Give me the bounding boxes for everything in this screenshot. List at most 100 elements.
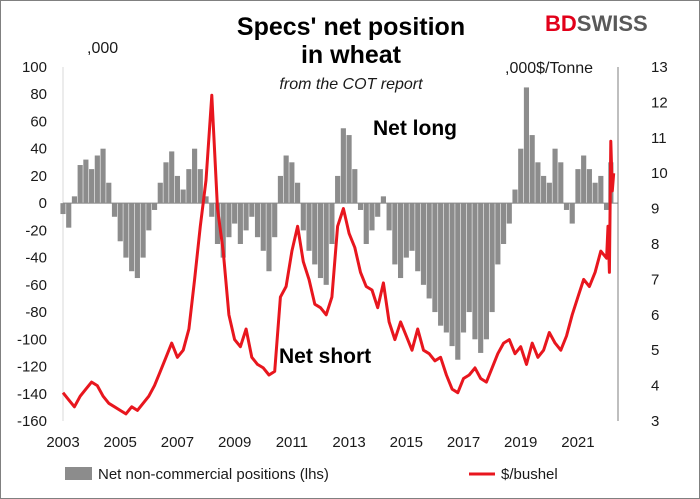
- bar: [317, 203, 324, 279]
- bar: [449, 203, 455, 347]
- bar-series: [60, 87, 614, 360]
- bar: [94, 155, 100, 204]
- right-tick-label: 12: [651, 94, 668, 111]
- logo-swiss-text: SWISS: [577, 11, 648, 36]
- bar: [220, 203, 226, 258]
- bar: [329, 203, 335, 244]
- right-tick-label: 6: [651, 307, 659, 324]
- bar: [426, 203, 432, 299]
- bar: [266, 203, 272, 272]
- bar: [415, 203, 421, 272]
- left-tick-label: 60: [30, 113, 47, 130]
- bar: [209, 203, 215, 217]
- annotation-net-short: Net short: [279, 345, 371, 368]
- bar: [197, 169, 203, 204]
- bar: [569, 203, 575, 224]
- bar: [495, 203, 501, 265]
- bar: [260, 203, 266, 251]
- left-tick-label: -80: [25, 304, 47, 321]
- legend-bars-label: Net non-commercial positions (lhs): [98, 466, 329, 483]
- bar: [523, 87, 530, 204]
- bar: [283, 155, 289, 204]
- left-tick-label: -160: [17, 413, 47, 430]
- bar: [180, 189, 186, 204]
- right-tick-label: 4: [651, 378, 659, 395]
- bar: [134, 203, 140, 279]
- left-tick-label: 100: [22, 59, 47, 76]
- bar: [598, 175, 604, 204]
- bar: [203, 196, 209, 204]
- bdswiss-logo: BDSWISS: [545, 11, 648, 36]
- x-tick-label: 2021: [561, 434, 594, 451]
- bar: [312, 203, 318, 265]
- tick-labels: 100 80 60 40 20 0 -20 -40 -60 -80 -100 -120 -140 -160…: [17, 59, 668, 451]
- bar: [306, 203, 312, 251]
- bar: [363, 203, 369, 244]
- bar: [575, 169, 581, 204]
- bar: [409, 203, 415, 251]
- x-tick-label: 2011: [276, 434, 308, 451]
- bar: [192, 148, 198, 204]
- left-tick-label: 20: [30, 168, 47, 185]
- bar: [346, 135, 352, 204]
- bar: [151, 203, 158, 210]
- bar: [455, 203, 461, 360]
- x-tick-label: 2003: [46, 434, 79, 451]
- legend-bars-swatch: [65, 467, 92, 480]
- annotation-net-long: Net long: [373, 117, 457, 140]
- bar: [500, 203, 507, 244]
- bar: [335, 175, 341, 204]
- bar: [506, 203, 512, 224]
- bar: [438, 203, 444, 326]
- x-tick-label: 2017: [447, 434, 480, 451]
- bar: [232, 203, 238, 224]
- bar: [323, 203, 329, 285]
- left-axis-unit: ,000: [87, 40, 118, 57]
- left-tick-label: -40: [25, 250, 47, 267]
- bar: [443, 203, 449, 333]
- right-tick-label: 13: [651, 59, 668, 76]
- chart-title-line1: Specs' net position: [237, 13, 465, 41]
- x-tick-label: 2007: [161, 434, 194, 451]
- right-tick-label: 9: [651, 201, 659, 218]
- bar: [277, 175, 283, 204]
- bar: [106, 182, 112, 204]
- left-tick-label: 80: [30, 86, 47, 103]
- svg-text:BDSWISS: BDSWISS: [545, 11, 648, 36]
- bar: [83, 159, 89, 204]
- bar: [386, 203, 392, 231]
- bar: [398, 203, 404, 279]
- bar: [300, 203, 306, 231]
- bar: [295, 182, 301, 204]
- left-tick-label: -60: [25, 277, 47, 294]
- bar: [66, 203, 72, 228]
- left-tick-label: -100: [17, 331, 47, 348]
- bar: [140, 203, 146, 258]
- bar: [214, 203, 221, 244]
- bar: [123, 203, 129, 258]
- bar: [403, 203, 409, 258]
- chart-title-line2: in wheat: [301, 41, 402, 69]
- bar: [460, 203, 467, 333]
- bar: [586, 169, 592, 204]
- bar: [272, 203, 278, 238]
- bar: [489, 203, 495, 313]
- bar: [369, 203, 375, 231]
- bar: [380, 196, 386, 204]
- legend: Net non-commercial positions (lhs) $/bus…: [65, 466, 558, 483]
- bar: [77, 165, 83, 204]
- bar: [466, 203, 472, 313]
- bar: [186, 169, 192, 204]
- bar: [289, 162, 295, 204]
- bar: [529, 135, 535, 204]
- bar: [512, 189, 518, 204]
- x-tick-label: 2013: [332, 434, 365, 451]
- chart-subtitle: from the COT report: [279, 76, 423, 93]
- bar: [111, 203, 118, 217]
- bar: [226, 203, 232, 238]
- bar: [357, 203, 364, 210]
- right-tick-label: 5: [651, 342, 659, 359]
- x-tick-label: 2005: [104, 434, 137, 451]
